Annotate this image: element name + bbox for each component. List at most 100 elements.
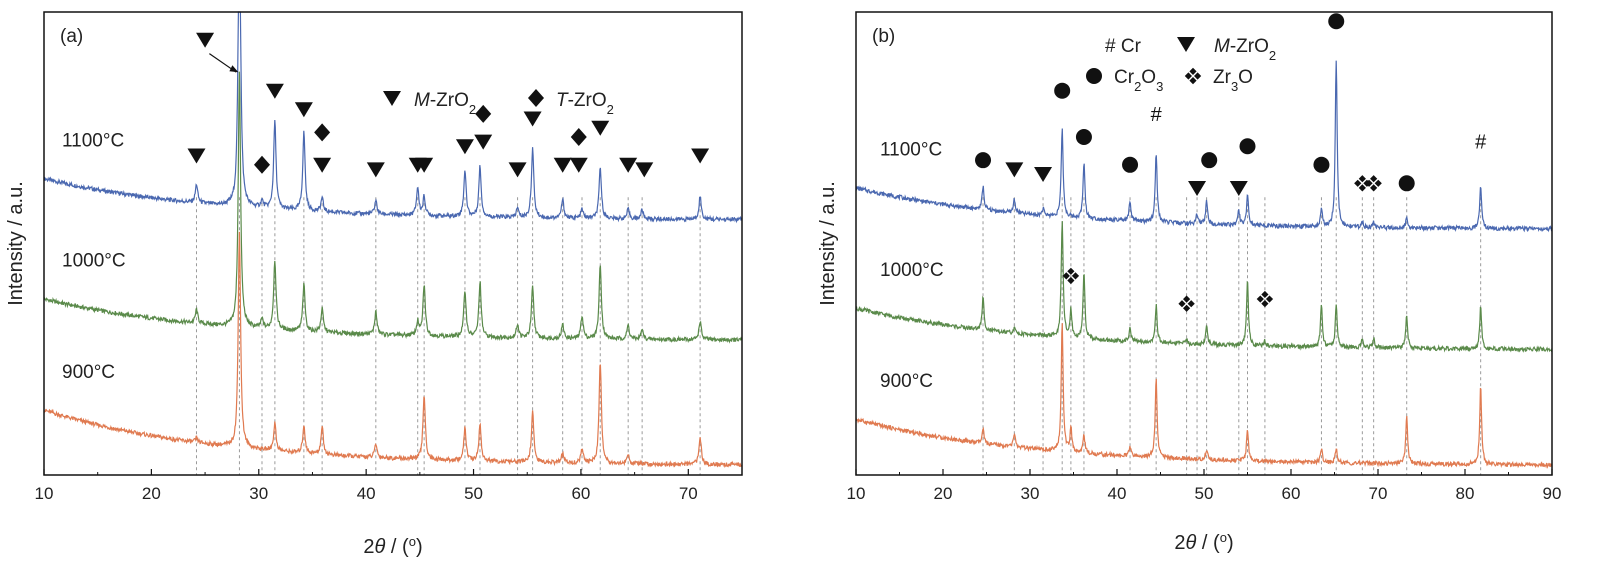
triangle-marker [294, 102, 313, 118]
clover-petal [1184, 72, 1192, 80]
diamond-marker [475, 104, 492, 123]
triangle-marker [1005, 162, 1024, 178]
series-label: 1100°C [62, 130, 124, 151]
x-tick-label: 90 [1543, 484, 1562, 503]
clover-petal [1067, 267, 1075, 275]
hash-marker: # [1475, 132, 1487, 154]
annotation-arrowhead [229, 65, 239, 73]
series-line [855, 323, 1553, 469]
circle-marker [975, 152, 992, 169]
panel-a: 1100°C 1000°C 900°C 10 20 30 40 50 60 70 (a) Intens… [5, 11, 743, 559]
clover-petal [1370, 184, 1378, 192]
clover-petal [1265, 295, 1274, 303]
x-tick-label: 60 [1282, 484, 1301, 503]
x-axis-title: 2θ / (o) [1174, 530, 1233, 555]
clover-petal [1194, 72, 1202, 80]
series-label: 900°C [62, 362, 115, 383]
triangle-marker [1229, 180, 1248, 196]
circle-marker [1075, 129, 1092, 146]
x-tick-label: 40 [1108, 484, 1127, 503]
clover-petal [1071, 272, 1080, 280]
legend-label: M-ZrO2 [414, 90, 476, 117]
clover-petal [1256, 295, 1264, 303]
clover-petal [1261, 300, 1269, 308]
legend-label: M-ZrO2 [1214, 36, 1276, 63]
legend-triangle-marker [383, 91, 401, 106]
x-tick-label: 70 [679, 484, 698, 503]
legend-label: # Cr [1105, 36, 1142, 57]
legend-label: Zr3O [1213, 67, 1253, 94]
plot-frame [43, 11, 743, 476]
series-line [43, 11, 743, 224]
triangle-marker [1034, 167, 1053, 183]
x-tick-label: 50 [1195, 484, 1214, 503]
clover-petal [1358, 184, 1366, 192]
triangle-marker [523, 111, 542, 127]
diamond-marker [253, 155, 270, 174]
circle-marker [1313, 156, 1330, 173]
triangle-marker [1188, 180, 1207, 196]
panel-b: 1100°C 1000°C 900°C # #10 20 30 40 50 60 70 80 90 (b)… [817, 11, 1562, 555]
clover-petal [1354, 179, 1362, 187]
legend-circle-marker [1086, 68, 1102, 84]
triangle-marker [569, 157, 588, 173]
circle-marker [1398, 175, 1415, 192]
clover-petal [1187, 300, 1195, 308]
clover-petal [1365, 179, 1373, 187]
circle-marker [1239, 138, 1256, 155]
legend: # Cr M-ZrO2 Cr2O3 Zr3O [1086, 36, 1276, 94]
legend-diamond-marker [528, 89, 544, 107]
x-axis-title: 2θ / (o) [363, 534, 422, 559]
triangle-marker [187, 148, 206, 164]
x-tick-label: 30 [1021, 484, 1040, 503]
triangle-marker [415, 157, 434, 173]
series-label: 1100°C [880, 140, 942, 161]
panel-label: (b) [872, 26, 895, 47]
clover-petal [1189, 77, 1197, 85]
clover-petal [1358, 175, 1366, 183]
series-label: 900°C [880, 371, 933, 392]
clover-marker [1256, 290, 1274, 308]
triangle-marker [591, 120, 610, 136]
triangle-marker [553, 157, 572, 173]
x-tick-label: 50 [464, 484, 483, 503]
triangle-marker [196, 32, 215, 48]
clover-petal [1178, 300, 1186, 308]
triangle-marker [635, 162, 654, 178]
circle-marker [1054, 82, 1071, 99]
legend: M-ZrO2 T-ZrO2 [383, 89, 614, 117]
x-tick-label: 80 [1456, 484, 1475, 503]
panel-label: (a) [60, 26, 83, 47]
x-tick-label: 70 [1369, 484, 1388, 503]
diamond-marker [314, 123, 331, 142]
clover-marker [1365, 175, 1382, 192]
legend-clover-marker [1184, 67, 1202, 85]
x-tick-label: 40 [357, 484, 376, 503]
triangle-marker [366, 162, 385, 178]
circle-marker [1328, 13, 1345, 30]
triangle-marker [619, 157, 638, 173]
y-axis-title: Intensity / a.u. [817, 181, 839, 306]
clover-petal [1067, 276, 1075, 285]
triangle-marker [691, 148, 710, 164]
circle-marker [1122, 156, 1139, 173]
series-line [43, 71, 743, 344]
series-label: 1000°C [880, 260, 944, 281]
clover-marker [1178, 295, 1195, 312]
x-tick-label: 10 [847, 484, 866, 503]
clover-petal [1189, 67, 1197, 75]
x-tick-label: 10 [35, 484, 54, 503]
y-axis-title: Intensity / a.u. [5, 181, 27, 306]
clover-petal [1183, 304, 1191, 312]
x-tick-label: 30 [249, 484, 268, 503]
triangle-marker [265, 83, 284, 99]
series-line [855, 60, 1553, 233]
series-label: 1000°C [62, 251, 126, 272]
triangle-marker [455, 139, 474, 155]
diamond-marker [570, 128, 587, 147]
series-line [855, 221, 1553, 353]
clover-petal [1183, 295, 1191, 303]
series-line [43, 231, 743, 468]
clover-petal [1370, 175, 1378, 183]
